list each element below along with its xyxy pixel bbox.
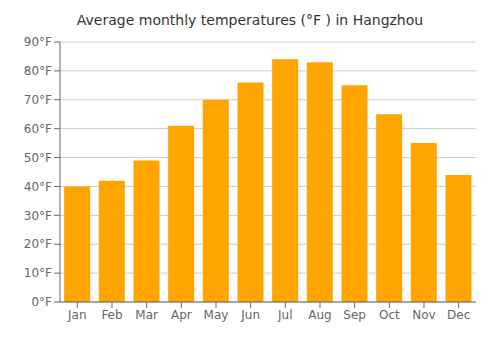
svg-text:Feb: Feb	[101, 308, 122, 322]
svg-text:30°F: 30°F	[24, 209, 52, 223]
svg-text:Apr: Apr	[171, 308, 192, 322]
svg-text:40°F: 40°F	[24, 180, 52, 194]
svg-text:10°F: 10°F	[24, 266, 52, 280]
svg-text:80°F: 80°F	[24, 64, 52, 78]
svg-text:Sep: Sep	[343, 308, 366, 322]
svg-text:60°F: 60°F	[24, 122, 52, 136]
svg-text:70°F: 70°F	[24, 93, 52, 107]
svg-text:90°F: 90°F	[24, 35, 52, 49]
svg-text:Jan: Jan	[67, 308, 87, 322]
svg-text:Jun: Jun	[240, 308, 260, 322]
svg-text:May: May	[204, 308, 229, 322]
svg-text:0°F: 0°F	[31, 295, 52, 309]
svg-text:Nov: Nov	[412, 308, 435, 322]
svg-text:Mar: Mar	[135, 308, 158, 322]
svg-text:Dec: Dec	[447, 308, 470, 322]
html-text:Average monthly temperatures (: Average monthly temperatures (°F ) in Ha…	[76, 12, 424, 28]
svg-text:Oct: Oct	[379, 308, 400, 322]
svg-text:20°F: 20°F	[24, 237, 52, 251]
svg-text:Aug: Aug	[308, 308, 331, 322]
svg-text:Jul: Jul	[277, 308, 292, 322]
svg-text:50°F: 50°F	[24, 151, 52, 165]
